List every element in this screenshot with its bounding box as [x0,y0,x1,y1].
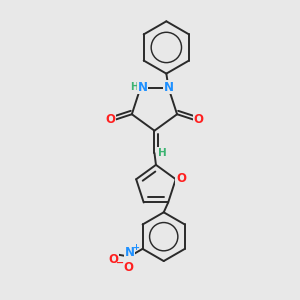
Text: N: N [138,81,148,94]
Text: O: O [176,172,186,185]
Text: H: H [158,148,166,158]
Text: −: − [116,258,124,268]
Text: N: N [164,81,174,94]
Text: N: N [125,246,135,259]
Text: O: O [109,253,119,266]
Text: O: O [123,261,133,274]
Text: H: H [130,82,138,92]
Text: O: O [105,113,115,126]
Text: +: + [132,243,139,252]
Text: O: O [194,113,204,126]
